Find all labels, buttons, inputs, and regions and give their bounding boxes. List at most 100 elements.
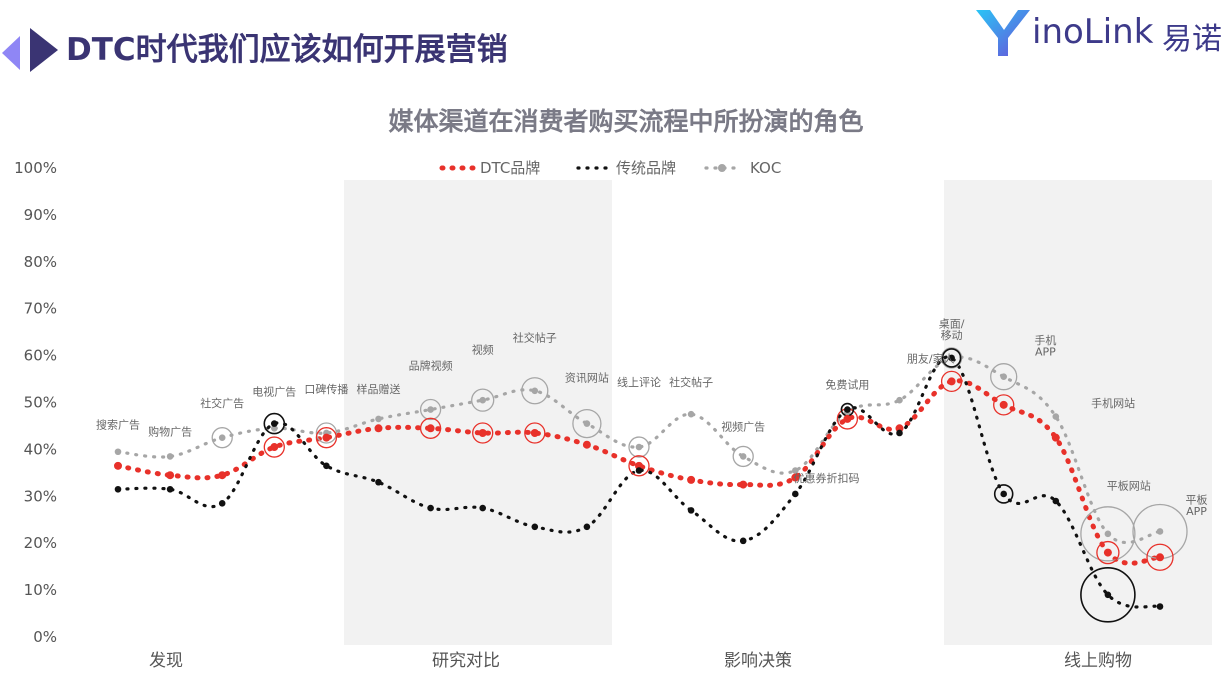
phase-bands <box>344 180 1212 645</box>
series-point <box>271 424 278 432</box>
series-bubble <box>211 427 233 449</box>
series-point <box>114 485 122 493</box>
series-point <box>895 424 904 433</box>
legend-marker <box>718 164 726 172</box>
logo-cn: 易诺 <box>1162 22 1222 57</box>
phase-band <box>344 180 612 645</box>
y-tick-label: 50% <box>24 394 57 412</box>
series-point <box>896 429 903 437</box>
y-tick-label: 30% <box>24 487 57 505</box>
series-point <box>218 500 226 507</box>
series-point <box>583 420 591 427</box>
series-bubble <box>941 348 962 368</box>
series-point <box>948 354 955 362</box>
series-point <box>166 471 175 480</box>
annotation-label: 社交帖子 <box>669 375 713 389</box>
series-point <box>947 377 956 386</box>
series-bubble <box>263 436 285 458</box>
series-bubble <box>521 377 549 405</box>
series-line-1 <box>116 355 1162 609</box>
series-point <box>166 453 174 460</box>
series-bubble <box>1096 540 1120 565</box>
series-point <box>1000 373 1007 381</box>
annotation-label: 平板 <box>1185 492 1207 506</box>
series-point <box>844 406 851 413</box>
series-point <box>739 453 747 460</box>
annotation-label: 平板网站 <box>1107 478 1151 492</box>
series-bubble <box>315 422 338 444</box>
series-point <box>531 523 539 531</box>
annotation-label: APP <box>1186 505 1207 518</box>
annotation-label: 样品赠送 <box>357 382 401 396</box>
annotation-label: 购物广告 <box>148 424 192 438</box>
series-point <box>375 415 382 423</box>
series-point <box>218 471 227 480</box>
annotation-label: 口碑传播 <box>304 382 348 396</box>
series-point <box>687 410 695 418</box>
y-tick-label: 100% <box>14 159 57 177</box>
y-tick-label: 10% <box>24 581 57 599</box>
series-bubble <box>524 422 546 444</box>
y-tick-label: 0% <box>33 628 57 646</box>
annotation-label: 免费试用 <box>825 377 869 391</box>
y-tick-label: 40% <box>24 440 57 458</box>
arrow-right-icon[interactable] <box>30 28 58 72</box>
series-point <box>687 507 695 514</box>
annotation-label: 电视广告 <box>252 384 296 398</box>
annotation-label: 视频 <box>472 342 494 356</box>
series-point <box>270 443 279 452</box>
series-point <box>374 424 383 433</box>
annotation-label: 手机网站 <box>1091 396 1135 410</box>
series-bubble <box>1080 566 1136 623</box>
series-point <box>1156 528 1164 535</box>
logo-y-icon <box>976 10 1030 56</box>
series-point <box>271 420 278 427</box>
arrow-left-icon[interactable] <box>2 36 20 70</box>
annotation-label: 手机 <box>1034 333 1056 347</box>
series-point <box>582 440 591 449</box>
annotation-label: 移动 <box>941 329 963 342</box>
annotation-label: 视频广告 <box>721 420 765 434</box>
annotation-label: 品牌视频 <box>409 359 453 373</box>
series-point <box>1156 603 1164 610</box>
series-point <box>1000 490 1007 498</box>
series-bubble <box>1146 543 1174 571</box>
legend-label: 传统品牌 <box>616 159 676 177</box>
series-point <box>1052 413 1060 420</box>
series-bubble <box>315 427 338 449</box>
series-point <box>1156 553 1164 562</box>
legend-label: DTC品牌 <box>480 159 540 177</box>
legend-label: KOC <box>750 159 781 177</box>
series-point <box>896 396 903 404</box>
series-point <box>479 504 487 512</box>
series-point <box>322 433 331 442</box>
series-point <box>478 428 487 437</box>
series-point <box>843 414 852 423</box>
y-tick-label: 90% <box>24 206 57 224</box>
legend: DTC品牌 传统品牌 KOC <box>439 159 781 177</box>
series-point <box>1104 530 1112 538</box>
annotation-label: 社交帖子 <box>513 331 557 345</box>
series-bubble <box>419 398 442 421</box>
page-title: DTC时代我们应该如何开展营销 <box>66 32 508 68</box>
series-bubble <box>1080 506 1136 562</box>
series-bubble <box>628 455 650 477</box>
series-point <box>323 462 330 470</box>
yinolink-logo: inoLink 易诺 <box>968 2 1226 60</box>
series-point <box>1104 591 1112 599</box>
series-point <box>792 490 799 498</box>
series-point <box>635 443 643 451</box>
series-points <box>114 354 1164 610</box>
series-bubble <box>732 445 754 468</box>
series-point <box>427 504 434 512</box>
series-bubble <box>472 422 494 444</box>
phase-band <box>944 180 1212 645</box>
y-tick-label: 80% <box>24 253 57 271</box>
y-tick-label: 70% <box>24 300 57 318</box>
annotation-label: 资讯网站 <box>565 370 609 384</box>
series-bubble <box>419 417 442 439</box>
series-point <box>530 428 539 437</box>
annotation-label: 优惠券折扣码 <box>794 471 860 485</box>
x-phase-label: 线上购物 <box>1064 651 1132 671</box>
